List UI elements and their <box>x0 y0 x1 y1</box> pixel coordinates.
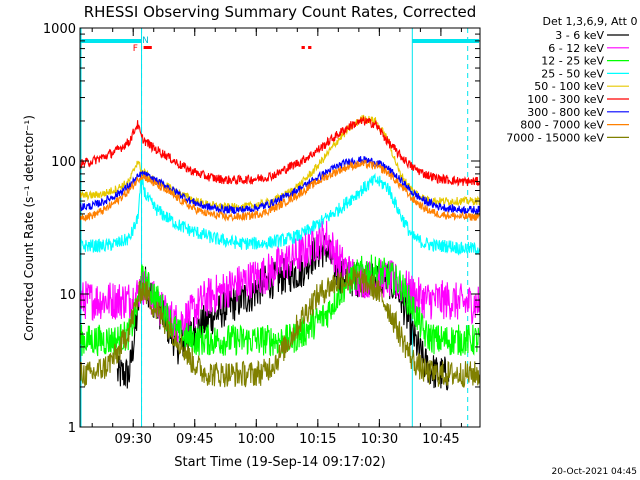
y-tick-label: 10 <box>59 288 76 303</box>
flare-marker-label: F <box>133 44 138 54</box>
legend-label: 6 - 12 keV <box>548 42 604 55</box>
x-tick-label: 10:45 <box>422 432 459 447</box>
y-tick-label: 100 <box>51 155 76 170</box>
legend-header: Det 1,3,6,9, Att 0 <box>543 15 638 28</box>
y-axis-label: Corrected Count Rate (s⁻¹ detector⁻¹) <box>22 115 36 341</box>
flare-segment <box>301 46 305 49</box>
y-axis-ticks: 1 10 100 1000 <box>43 22 480 436</box>
flare-segment <box>143 46 152 49</box>
x-tick-label: 09:45 <box>176 432 213 447</box>
legend-label: 12 - 25 keV <box>541 55 604 68</box>
legend-label: 7000 - 15000 keV <box>506 131 604 144</box>
x-tick-label: 10:15 <box>299 432 336 447</box>
saa-marker-label: N <box>142 36 149 46</box>
x-tick-label: 10:30 <box>361 432 398 447</box>
x-axis-label: Start Time (19-Sep-14 09:17:02) <box>174 455 385 470</box>
legend-label: 50 - 100 keV <box>534 80 604 93</box>
legend-label: 25 - 50 keV <box>541 67 604 80</box>
series-line-7 <box>80 158 480 222</box>
plot-area: NF <box>80 28 480 427</box>
legend-label: 300 - 800 keV <box>527 106 604 119</box>
legend-label: 100 - 300 keV <box>527 93 604 106</box>
x-tick-label: 09:30 <box>114 432 151 447</box>
chart-title: RHESSI Observing Summary Count Rates, Co… <box>84 3 477 21</box>
series-line-3 <box>80 172 480 256</box>
legend-label: 3 - 6 keV <box>555 29 604 42</box>
y-tick-label: 1 <box>68 421 76 436</box>
x-tick-label: 10:00 <box>238 432 275 447</box>
y-tick-label: 1000 <box>43 22 76 37</box>
flare-segment <box>308 46 312 49</box>
plot-frame <box>79 27 481 428</box>
series-line-8 <box>80 267 480 388</box>
footer-date: 20-Oct-2021 04:45 <box>552 467 637 477</box>
series-line-5 <box>80 116 480 187</box>
x-axis-ticks: 09:30 09:45 10:00 10:15 10:30 10:45 <box>91 28 462 447</box>
night-bar <box>412 39 479 43</box>
night-bar <box>81 39 142 43</box>
legend-label: 800 - 7000 keV <box>520 119 604 132</box>
